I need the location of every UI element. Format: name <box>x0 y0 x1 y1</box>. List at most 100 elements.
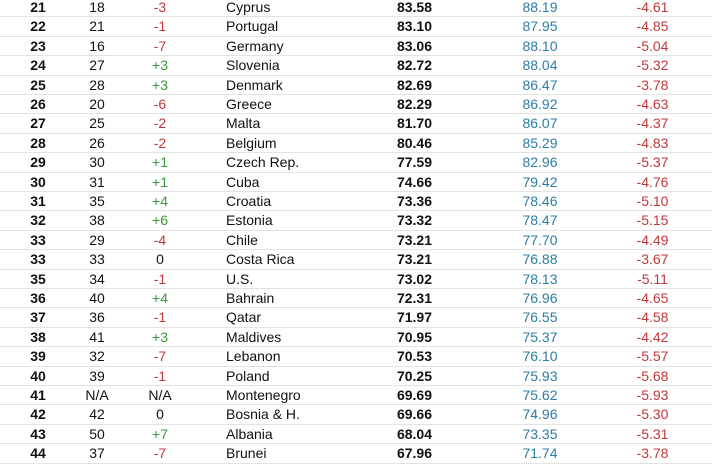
table-row: 23 16 -7 Germany 83.06 88.10 -5.04 <box>0 37 712 57</box>
rank-change: -2 <box>153 115 167 132</box>
country: Qatar <box>226 309 262 326</box>
table-row: 24 27 +3 Slovenia 82.72 88.04 -5.32 <box>0 56 712 76</box>
reference-score: 76.88 <box>522 251 558 268</box>
difference: -4.76 <box>636 173 669 190</box>
difference: -5.37 <box>636 154 669 171</box>
previous-rank: 25 <box>89 115 105 132</box>
reference-score: 75.93 <box>522 367 558 384</box>
difference: -5.04 <box>636 37 669 54</box>
country: Croatia <box>226 193 272 209</box>
previous-rank: 32 <box>89 348 105 365</box>
table-row: 39 32 -7 Lebanon 70.53 76.10 -5.57 <box>0 347 712 367</box>
reference-score: 73.35 <box>522 425 558 442</box>
country: Albania <box>226 425 273 442</box>
difference: -4.42 <box>636 328 669 345</box>
rank: 37 <box>30 309 46 326</box>
score: 69.66 <box>396 406 432 423</box>
country: Chile <box>226 231 258 248</box>
previous-rank: 21 <box>89 18 105 35</box>
country: Lebanon <box>226 348 281 365</box>
difference: -5.68 <box>636 367 669 384</box>
country: Malta <box>226 115 261 132</box>
reference-score: 75.62 <box>522 387 558 403</box>
rank-change: -4 <box>153 231 167 248</box>
difference: -4.37 <box>636 115 669 132</box>
previous-rank: 28 <box>89 76 105 93</box>
reference-score: 76.96 <box>522 290 558 306</box>
reference-score: 85.29 <box>522 134 558 151</box>
score: 70.95 <box>396 328 432 345</box>
table-row: 38 41 +3 Maldives 70.95 75.37 -4.42 <box>0 328 712 348</box>
previous-rank: 30 <box>89 154 105 171</box>
reference-score: 86.07 <box>522 115 558 132</box>
rank-change: -1 <box>153 18 167 35</box>
score: 82.29 <box>396 96 432 112</box>
rank: 43 <box>30 425 46 442</box>
previous-rank: 26 <box>89 134 105 151</box>
previous-rank: 33 <box>89 251 105 268</box>
table-row: 31 35 +4 Croatia 73.36 78.46 -5.10 <box>0 192 712 212</box>
country: U.S. <box>226 270 254 287</box>
difference: -4.65 <box>636 290 669 306</box>
difference: -3.67 <box>636 251 669 268</box>
table-row: 22 21 -1 Portugal 83.10 87.95 -4.85 <box>0 17 712 37</box>
previous-rank: 38 <box>89 212 105 229</box>
rank: 30 <box>30 173 46 190</box>
previous-rank: 20 <box>89 96 105 112</box>
table-row: 25 28 +3 Denmark 82.69 86.47 -3.78 <box>0 76 712 95</box>
rank-change: -2 <box>153 134 167 151</box>
previous-rank: 37 <box>89 445 105 462</box>
reference-score: 78.46 <box>522 193 558 209</box>
rank-change: +1 <box>152 173 168 190</box>
rank-change: -1 <box>153 367 167 384</box>
table-row: 36 40 +4 Bahrain 72.31 76.96 -4.65 <box>0 289 712 309</box>
score: 71.97 <box>396 309 432 326</box>
score: 82.69 <box>396 76 432 93</box>
score: 73.36 <box>396 193 432 209</box>
table-row: 32 38 +6 Estonia 73.32 78.47 -5.15 <box>0 211 712 231</box>
difference: -5.57 <box>636 348 669 365</box>
difference: -5.31 <box>636 425 669 442</box>
table-row: 35 34 -1 U.S. 73.02 78.13 -5.11 <box>0 270 712 289</box>
country: Greece <box>226 96 272 112</box>
rank-change: +4 <box>152 193 168 209</box>
rank: 33 <box>30 231 46 248</box>
rank: 36 <box>30 290 46 306</box>
country: Portugal <box>226 18 279 35</box>
table-row: 37 36 -1 Qatar 71.97 76.55 -4.58 <box>0 308 712 328</box>
rank-change: +3 <box>152 328 168 345</box>
rank-change: -1 <box>153 309 167 326</box>
country: Slovenia <box>226 57 280 74</box>
reference-score: 78.47 <box>522 212 558 229</box>
table-row: 33 29 -4 Chile 73.21 77.70 -4.49 <box>0 231 712 251</box>
score: 73.21 <box>396 251 432 268</box>
rank: 38 <box>30 328 46 345</box>
rank-change: -3 <box>153 0 167 15</box>
reference-score: 88.19 <box>522 0 558 15</box>
country: Estonia <box>226 212 273 229</box>
country: Brunei <box>226 445 267 462</box>
table-row: 44 37 -7 Brunei 67.96 71.74 -3.78 <box>0 444 712 464</box>
rank: 39 <box>30 348 46 365</box>
previous-rank: 18 <box>89 0 105 15</box>
rank: 23 <box>30 37 46 54</box>
previous-rank: 29 <box>89 231 105 248</box>
rank: 31 <box>30 193 46 209</box>
table-row: 30 31 +1 Cuba 74.66 79.42 -4.76 <box>0 173 712 192</box>
previous-rank: 50 <box>89 425 105 442</box>
score: 73.21 <box>396 231 432 248</box>
score: 70.53 <box>396 348 432 365</box>
rank: 44 <box>30 445 46 462</box>
reference-score: 78.13 <box>522 270 558 287</box>
rank-change: -7 <box>153 445 167 462</box>
table-row: 27 25 -2 Malta 81.70 86.07 -4.37 <box>0 114 712 134</box>
reference-score: 86.47 <box>522 76 558 93</box>
rank: 32 <box>30 212 46 229</box>
score: 80.46 <box>396 134 432 151</box>
reference-score: 77.70 <box>522 231 558 248</box>
score: 68.04 <box>396 425 432 442</box>
rank: 29 <box>30 154 46 171</box>
reference-score: 87.95 <box>522 18 558 35</box>
rank: 26 <box>30 96 46 112</box>
